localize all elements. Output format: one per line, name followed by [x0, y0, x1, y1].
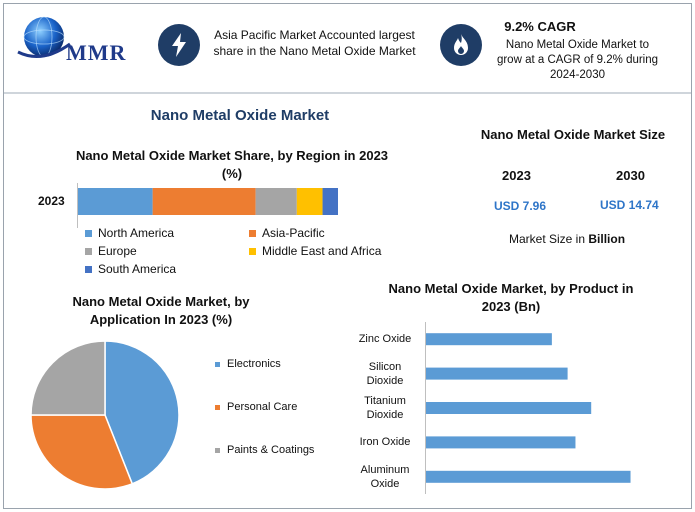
product-bar-silicon-dioxide: [426, 367, 568, 380]
legend-swatch: [85, 247, 92, 255]
product-label-silicon-dioxide: Silicon Dioxide: [350, 360, 420, 388]
market-size-note: Market Size in Billion: [509, 232, 625, 246]
legend-label: South America: [98, 262, 177, 276]
product-bar-iron-oxide: [426, 436, 576, 449]
application-chart-title: Nano Metal Oxide Market, by Application …: [72, 294, 250, 327]
infographic-frame: [3, 3, 692, 509]
market-size-note-unit: Billion: [588, 232, 626, 246]
legend-label: Middle East and Africa: [262, 244, 382, 258]
product-label-line: Aluminum: [360, 463, 410, 476]
region-bar-south-america: [322, 188, 338, 215]
region-bar-middle-east-and-africa: [296, 188, 323, 215]
year-2023-label: 2023: [502, 168, 531, 183]
legend-label: Personal Care: [227, 401, 298, 413]
flame-icon: [454, 34, 468, 55]
application-pie-chart: [30, 340, 180, 490]
product-axis-line: [425, 322, 426, 494]
value-2030: USD 14.74: [600, 198, 659, 212]
product-label-line: Titanium: [364, 395, 406, 407]
region-bar-asia-pacific: [152, 188, 256, 215]
region-legend-item-south-america: South America: [85, 262, 176, 276]
product-chart-title: Nano Metal Oxide Market, by Product in 2…: [388, 281, 634, 314]
pie-slice-paints-coatings: [30, 340, 106, 416]
cagr-title: 9.2% CAGR: [504, 19, 576, 34]
fact-badge: [158, 24, 200, 66]
cagr-badge: [440, 24, 482, 66]
region-y-label: 2023: [38, 194, 65, 208]
cagr-text: Nano Metal Oxide Market to grow at a CAG…: [496, 39, 659, 81]
region-legend-item-north-america: North America: [85, 226, 174, 240]
legend-swatch: [85, 229, 92, 237]
legend-swatch: [215, 447, 220, 453]
legend-swatch: [215, 404, 220, 410]
product-label-line: Oxide: [370, 477, 400, 490]
region-axis-line: [77, 183, 78, 228]
legend-swatch: [215, 361, 220, 367]
globe-icon: [17, 16, 71, 58]
application-legend-item-personal-care: Personal Care: [215, 401, 297, 413]
year-2030-label: 2030: [616, 168, 645, 183]
region-bar-europe: [255, 188, 297, 215]
product-label-iron-oxide: Iron Oxide: [359, 436, 411, 449]
product-label-zinc-oxide: Zinc Oxide: [358, 333, 412, 346]
product-label-line: Dioxide: [366, 409, 404, 421]
legend-swatch: [249, 247, 256, 255]
product-label-line: Dioxide: [366, 374, 404, 387]
main-title: Nano Metal Oxide Market: [150, 107, 330, 124]
legend-swatch: [249, 229, 256, 237]
logo-text: MMR: [66, 40, 127, 65]
legend-label: Europe: [98, 244, 137, 258]
application-legend-item-electronics: Electronics: [215, 358, 281, 370]
value-2023: USD 7.96: [494, 199, 547, 213]
product-label-titanium-dioxide: Titanium Dioxide: [350, 394, 420, 422]
legend-swatch: [85, 265, 92, 273]
product-label-aluminum-oxide: Aluminum Oxide: [350, 463, 420, 491]
market-size-note-prefix: Market Size in: [509, 232, 589, 246]
product-bar-zinc-oxide: [426, 333, 552, 346]
pie-slice-personal-care: [30, 414, 134, 490]
lightning-icon: [172, 33, 186, 57]
fact-text: Asia Pacific Market Accounted largest sh…: [213, 28, 416, 58]
product-label-line: Silicon: [368, 360, 402, 373]
product-bar-chart: [426, 333, 631, 483]
region-legend-item-middle-east-and-africa: Middle East and Africa: [249, 244, 381, 258]
market-size-title: Nano Metal Oxide Market Size: [480, 127, 666, 142]
legend-label: Electronics: [227, 358, 281, 370]
logo: [12, 10, 72, 70]
region-chart-title: Nano Metal Oxide Market Share, by Region…: [75, 148, 389, 181]
legend-label: Paints & Coatings: [227, 444, 315, 456]
product-bar-titanium-dioxide: [426, 402, 592, 414]
region-bar-north-america: [78, 188, 153, 215]
region-stacked-bar-chart: [78, 188, 338, 215]
legend-label: North America: [98, 226, 175, 240]
legend-label: Asia-Pacific: [262, 226, 325, 240]
application-legend-item-paints-coatings: Paints & Coatings: [215, 444, 314, 456]
region-legend-item-asia-pacific: Asia-Pacific: [249, 226, 325, 240]
product-bar-aluminum-oxide: [426, 470, 631, 483]
header-divider: [4, 92, 691, 94]
pie-slice-electronics: [104, 340, 180, 485]
region-legend-item-europe: Europe: [85, 244, 137, 258]
